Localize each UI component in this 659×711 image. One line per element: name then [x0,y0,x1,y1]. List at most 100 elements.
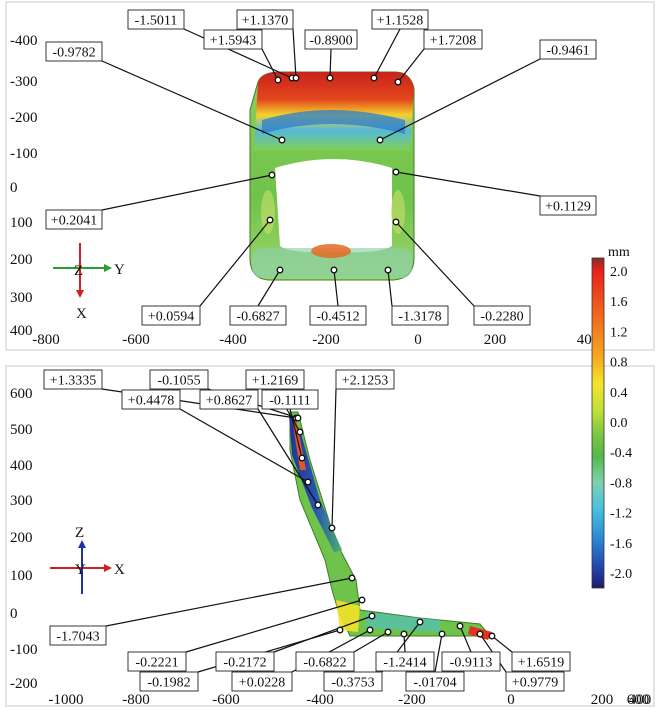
deviation-label: +1.3335 [50,374,96,389]
deviation-label-box [203,29,263,50]
leader-line [395,171,541,197]
leader-line [373,28,401,79]
deviation-label-box [539,39,597,60]
deviation-label: -0.9782 [52,46,95,61]
leader-line [183,28,293,79]
gizmo-label-z-side: Z [75,525,84,541]
color-scale-tick: 2.0 [610,265,628,280]
gizmo-label-y-side: Y [75,562,86,578]
color-scale-tick: -1.2 [610,507,632,522]
measure-point-marker [358,596,366,604]
leader-line [333,269,339,307]
top-x-tick: 0 [414,332,422,348]
measure-point-marker [268,171,276,179]
deviation-label: -0.1111 [269,394,311,409]
deviation-label-box [229,305,287,326]
top-y-tick: -100 [10,146,38,162]
deviation-label: +0.0228 [239,676,285,691]
deviation-label-box [295,651,355,672]
y-arrowhead-icon [104,264,112,272]
top-y-tick: -200 [10,110,38,126]
gizmo-label-x-side: X [114,562,125,578]
measure-point-marker [400,630,408,638]
measure-point-marker [384,628,392,636]
side-y-tick: 0 [10,606,18,622]
top-y-axis-ticks: -400 -300 -200 -100 0 100 200 300 400 [10,33,38,339]
deviation-label: -0.8900 [309,34,352,49]
top-y-tick: -400 [10,33,38,49]
measure-point-marker [394,78,402,86]
deviation-label-box [304,29,358,50]
deviation-label-box [139,671,199,692]
deviation-label: +0.1129 [545,200,591,215]
deviation-label-box [45,41,103,62]
deviation-label-box [199,389,259,410]
measure-point-marker [276,266,284,274]
measure-point-marker [274,76,282,84]
leader-line [179,408,309,483]
color-scale-tick: 0.4 [610,386,628,401]
top-view-part [249,71,415,281]
measure-point-marker [392,218,400,226]
deviation-label-box [45,209,103,230]
side-y-axis-ticks: 600 500 400 300 200 100 0 -100 -200 [10,386,38,692]
color-scale-legend: mm 2.0 1.6 1.2 0.8 0.4 0.0 -0.4 -0.8 -1.2 -1.6 -2.… [591,245,632,589]
deviation-label-box [371,9,429,30]
measure-point-marker [368,612,376,620]
measure-point-marker [370,74,378,82]
gizmo-label-x: X [76,306,87,322]
measure-point-marker [438,630,446,638]
deviation-label-box [511,651,571,672]
deviation-label-box [236,9,294,30]
top-y-tick: -300 [10,74,38,90]
deviation-label: -0.2221 [135,656,178,671]
measure-point-marker [348,574,356,582]
leader-line [257,269,281,307]
deviation-label-box [405,671,465,692]
deviation-label: -0.9461 [546,44,589,59]
color-scale-tick: -0.8 [610,476,632,491]
measure-point-marker [416,618,424,626]
deviation-label-box [127,651,187,672]
leader-line [105,577,353,627]
top-y-tick: 100 [10,215,33,231]
deviation-label: -0.6822 [303,656,346,671]
side-y-tick: -200 [10,676,38,692]
color-scale-tick: -2.0 [610,567,632,582]
deviation-label: -0.4512 [316,310,359,325]
measure-point-marker [314,501,322,509]
deviation-label-box [539,195,597,216]
deviation-label-box [127,9,185,30]
top-leader-lines [101,28,541,307]
deviation-label: -0.3753 [331,676,374,691]
side-y-tick: 200 [10,530,33,546]
leader-line [185,599,363,653]
color-scale-tick: 1.6 [610,295,628,310]
deviation-label-box [149,369,209,390]
leader-line [395,221,475,307]
side-x-tick: -800 [122,692,150,708]
side-y-tick: 300 [10,493,33,509]
x-arrowhead-side-icon [104,564,112,572]
deviation-label: -0.9113 [450,656,493,671]
color-scale-tick: 0.0 [610,416,628,431]
top-x-tick: -200 [312,332,340,348]
leader-line [101,60,283,141]
side-x-tick: 400 [629,692,652,708]
top-x-tick: 200 [484,332,507,348]
leader-line [199,219,271,307]
deviation-label-box [215,651,275,672]
side-y-tick: 400 [10,458,33,474]
side-x-tick: -1000 [49,692,84,708]
deviation-label: +0.2041 [51,214,97,229]
top-y-tick: 0 [10,180,18,196]
measure-point-marker [376,136,384,144]
side-x-tick: -200 [398,692,426,708]
measure-point-marker [456,622,464,630]
leader-line [101,174,273,211]
top-x-tick: -800 [32,332,60,348]
deviation-label: +0.4478 [128,394,174,409]
z-arrowhead-icon [78,540,86,548]
measure-point-marker [326,74,334,82]
